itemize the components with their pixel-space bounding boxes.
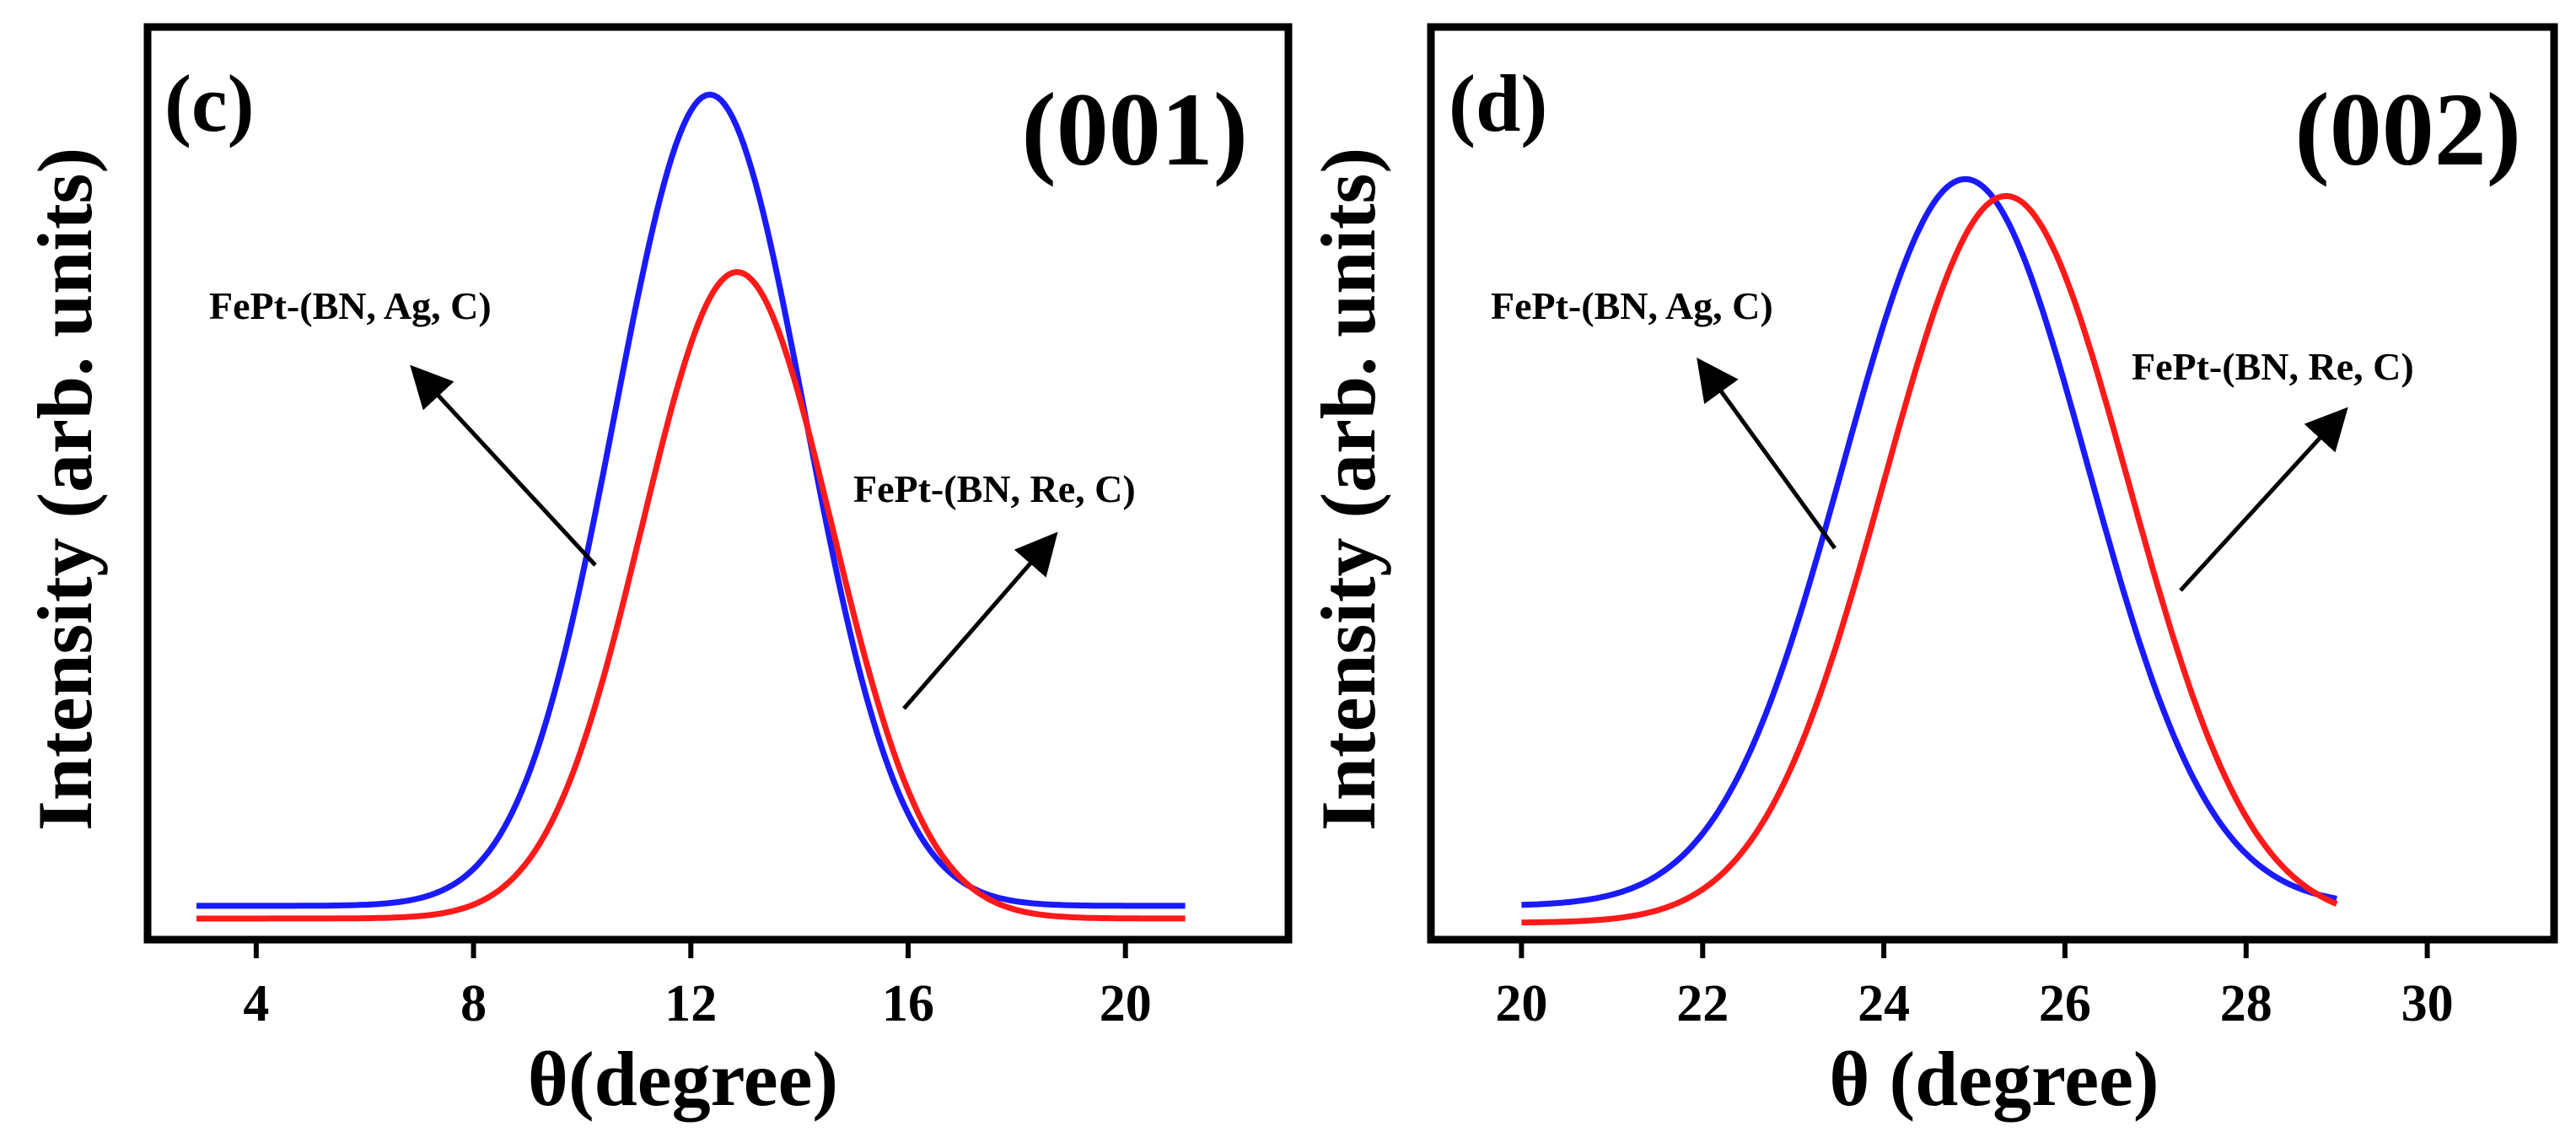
x-tick-label: 16: [882, 975, 934, 1032]
series-line: [196, 269, 1186, 922]
annotation-re-arrow: [2179, 407, 2348, 592]
x-tick-label: 24: [1858, 975, 1910, 1032]
y-axis-label: Intensity (arb. units): [22, 148, 108, 831]
annotation-ag-arrow: [1697, 357, 1837, 550]
x-tick-label: 20: [1495, 975, 1547, 1032]
annotation-ag-arrow: [410, 364, 597, 567]
x-tick-label: 4: [243, 975, 269, 1032]
x-tick-label: 12: [664, 975, 717, 1032]
annotation-ag-label: FePt-(BN, Ag, C): [1491, 284, 1773, 327]
x-tick-label: 30: [2401, 975, 2454, 1032]
series-line: [1521, 192, 2338, 926]
annotation-ag-label: FePt-(BN, Ag, C): [209, 284, 492, 327]
plot-frame: [1427, 23, 2558, 944]
annotation-re-arrow: [902, 531, 1058, 710]
panel-label: (c): [164, 58, 255, 148]
x-tick-label: 8: [460, 975, 487, 1032]
x-tick-label: 22: [1676, 975, 1729, 1032]
panel-label: (d): [1449, 58, 1547, 148]
x-tick-label: 28: [2220, 975, 2272, 1032]
series-line: [196, 91, 1186, 909]
chart-panel-c: Intensity (arb. units) (c) (001) 4 8 12 16 2…: [22, 23, 1293, 1122]
x-tick-label: 26: [2039, 975, 2091, 1032]
plane-label: (001): [1021, 72, 1248, 187]
x-axis-label: θ (degree): [1829, 1036, 2159, 1122]
plot-frame: [143, 23, 1293, 944]
annotation-re-label: FePt-(BN, Re, C): [2132, 345, 2414, 388]
chart-panel-d: Intensity (arb. units) (d) (002) 20 22 24 2…: [1305, 23, 2558, 1122]
plane-label: (002): [2294, 72, 2521, 187]
x-tick-label: 20: [1100, 975, 1152, 1032]
y-axis-label: Intensity (arb. units): [1305, 148, 1391, 831]
x-axis-label: θ(degree): [528, 1036, 838, 1122]
series-line: [1521, 175, 2337, 908]
annotation-re-label: FePt-(BN, Re, C): [853, 467, 1136, 510]
